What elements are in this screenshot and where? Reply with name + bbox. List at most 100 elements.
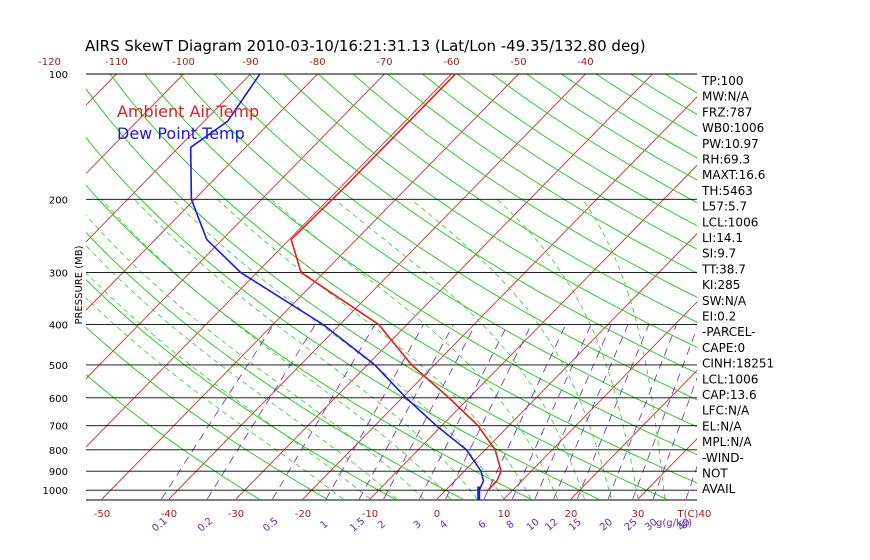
dry-adiabat-line: [86, 88, 667, 500]
mixing-ratio-line: [632, 326, 697, 500]
pressure-tick-label: 900: [49, 467, 68, 478]
stability-index-item: CAP:13.6: [702, 388, 757, 402]
mixing-ratio-tick-label: 3: [412, 519, 424, 532]
stability-index-item: LCL:1006: [702, 372, 758, 386]
top-temp-tick-label: -40: [577, 57, 593, 68]
mixing-ratio-line: [445, 324, 532, 500]
bottom-temp-tick-label: 0: [434, 509, 440, 520]
isotherm-line: [86, 74, 117, 106]
top-temp-tick-label: -60: [443, 57, 459, 68]
isobar-layer: [86, 73, 697, 501]
moist-adiabat-line: [172, 199, 505, 500]
isotherm-line: [0, 74, 49, 499]
moist-adiabat-line: [86, 214, 424, 500]
isotherm-line: [86, 74, 385, 380]
grid-layer: [0, 74, 870, 500]
dry-adiabat-line: [179, 74, 697, 428]
isotherm-line: [86, 74, 184, 175]
dry-adiabat-line: [109, 74, 697, 484]
pressure-tick-label: 500: [49, 361, 68, 372]
mixing-ratio-line: [272, 324, 376, 500]
pressure-tick-label: 1000: [43, 486, 68, 497]
dry-adiabat-line: [804, 74, 870, 499]
legend-ambient-air-temp: Ambient Air Temp: [117, 102, 259, 121]
mixing-ratio-line: [607, 324, 677, 500]
moist-adiabat-line: [582, 199, 666, 500]
stability-index-item: TP:100: [701, 74, 744, 88]
stability-index-item: KI:285: [702, 278, 740, 292]
moist-adiabat-line: [410, 198, 612, 500]
stability-index-item: FRZ:787: [702, 105, 752, 119]
pressure-tick-label: 300: [49, 269, 68, 280]
mixing-ratio-tick-label: 1: [319, 519, 331, 532]
isotherm-line: [101, 74, 519, 500]
dry-adiabat-line: [86, 326, 328, 500]
dry-adiabat-line: [665, 74, 697, 94]
dry-adiabat-line: [352, 74, 697, 298]
dry-adiabat-line: [86, 231, 463, 500]
bottom-temp-tick-label: 20: [565, 509, 578, 520]
moist-adiabat-line: [86, 272, 371, 500]
mixing-ratio-line: [483, 324, 567, 500]
top-temp-tick-label: -120: [38, 57, 61, 68]
stability-index-item: EI:0.2: [702, 310, 736, 324]
stability-index-item: L57:5.7: [702, 200, 747, 214]
dry-adiabat-line: [86, 136, 599, 500]
stability-index-item: MW:N/A: [702, 90, 750, 104]
mixing-ratio-tick-label: 0.5: [261, 516, 280, 535]
pressure-tick-label: 200: [49, 195, 68, 206]
mixing-ratio-line: [358, 324, 454, 500]
bottom-temp-tick-label: 40: [699, 509, 712, 520]
mixing-ratio-line: [576, 324, 650, 500]
isotherm-line: [86, 74, 251, 243]
top-temp-tick-label: -100: [172, 57, 195, 68]
dry-adiabat-line: [770, 74, 870, 499]
mixing-ratio-line: [383, 324, 476, 500]
bottom-temp-tick-label: 30: [632, 509, 645, 520]
mixing-ratio-tick-label: 8: [505, 519, 517, 532]
bottom-temp-tick-label: -10: [362, 509, 378, 520]
mixing-ratio-tick-label: 2: [376, 519, 388, 532]
bottom-temp-tick-label: -30: [228, 509, 244, 520]
mixing-ratio-line: [553, 324, 629, 500]
mixing-ratio-line: [419, 324, 508, 500]
mixing-ratio-line: [652, 377, 697, 500]
mixing-ratio-line: [161, 324, 274, 500]
dry-adiabat-line: [317, 74, 697, 323]
mixing-ratio-line: [685, 465, 697, 500]
stability-index-item: PW:10.97: [702, 137, 759, 151]
pressure-tick-label: 800: [49, 446, 68, 457]
dry-adiabat-line: [491, 74, 697, 204]
stability-index-item: SI:9.7: [702, 247, 736, 261]
stability-index-item: -WIND-: [702, 451, 744, 465]
dewpoint-profile: [189, 74, 485, 492]
stability-index-item: MPL:N/A: [702, 435, 752, 449]
stability-index-item: SW:N/A: [702, 294, 747, 308]
stability-index-item: WB0:1006: [702, 121, 764, 135]
chart-title: AIRS SkewT Diagram 2010-03-10/16:21:31.1…: [85, 37, 646, 55]
isotherm-line: [302, 96, 697, 500]
stability-index-item: LFC:N/A: [702, 404, 750, 418]
pressure-tick-label: 400: [49, 321, 68, 332]
dry-adiabat-line: [456, 74, 697, 227]
isotherm-line: [168, 74, 586, 500]
pressure-tick-label: 700: [49, 422, 68, 433]
stability-index-item: CINH:18251: [702, 357, 774, 371]
stability-index-item: TH:5463: [701, 184, 753, 198]
dry-adiabat-line: [213, 74, 697, 401]
isotherm-line: [235, 74, 653, 500]
isotherm-line: [772, 74, 870, 499]
bottom-temp-tick-label: -20: [295, 509, 311, 520]
moist-adiabat-line: [134, 199, 478, 500]
dry-adiabat-line: [86, 374, 260, 500]
dry-adiabat-line: [387, 74, 697, 274]
mixing-ratio-tick-label: 0.2: [196, 516, 215, 535]
stability-index-item: LCL:1006: [702, 215, 758, 229]
dry-adiabat-line: [248, 74, 697, 374]
isotherm-line: [570, 369, 697, 500]
mixing-ratio-tick-label: 4: [438, 519, 450, 532]
moist-adiabat-line: [270, 198, 558, 500]
top-temp-tick-label: -70: [376, 57, 392, 68]
dry-adiabat-line: [422, 74, 697, 250]
